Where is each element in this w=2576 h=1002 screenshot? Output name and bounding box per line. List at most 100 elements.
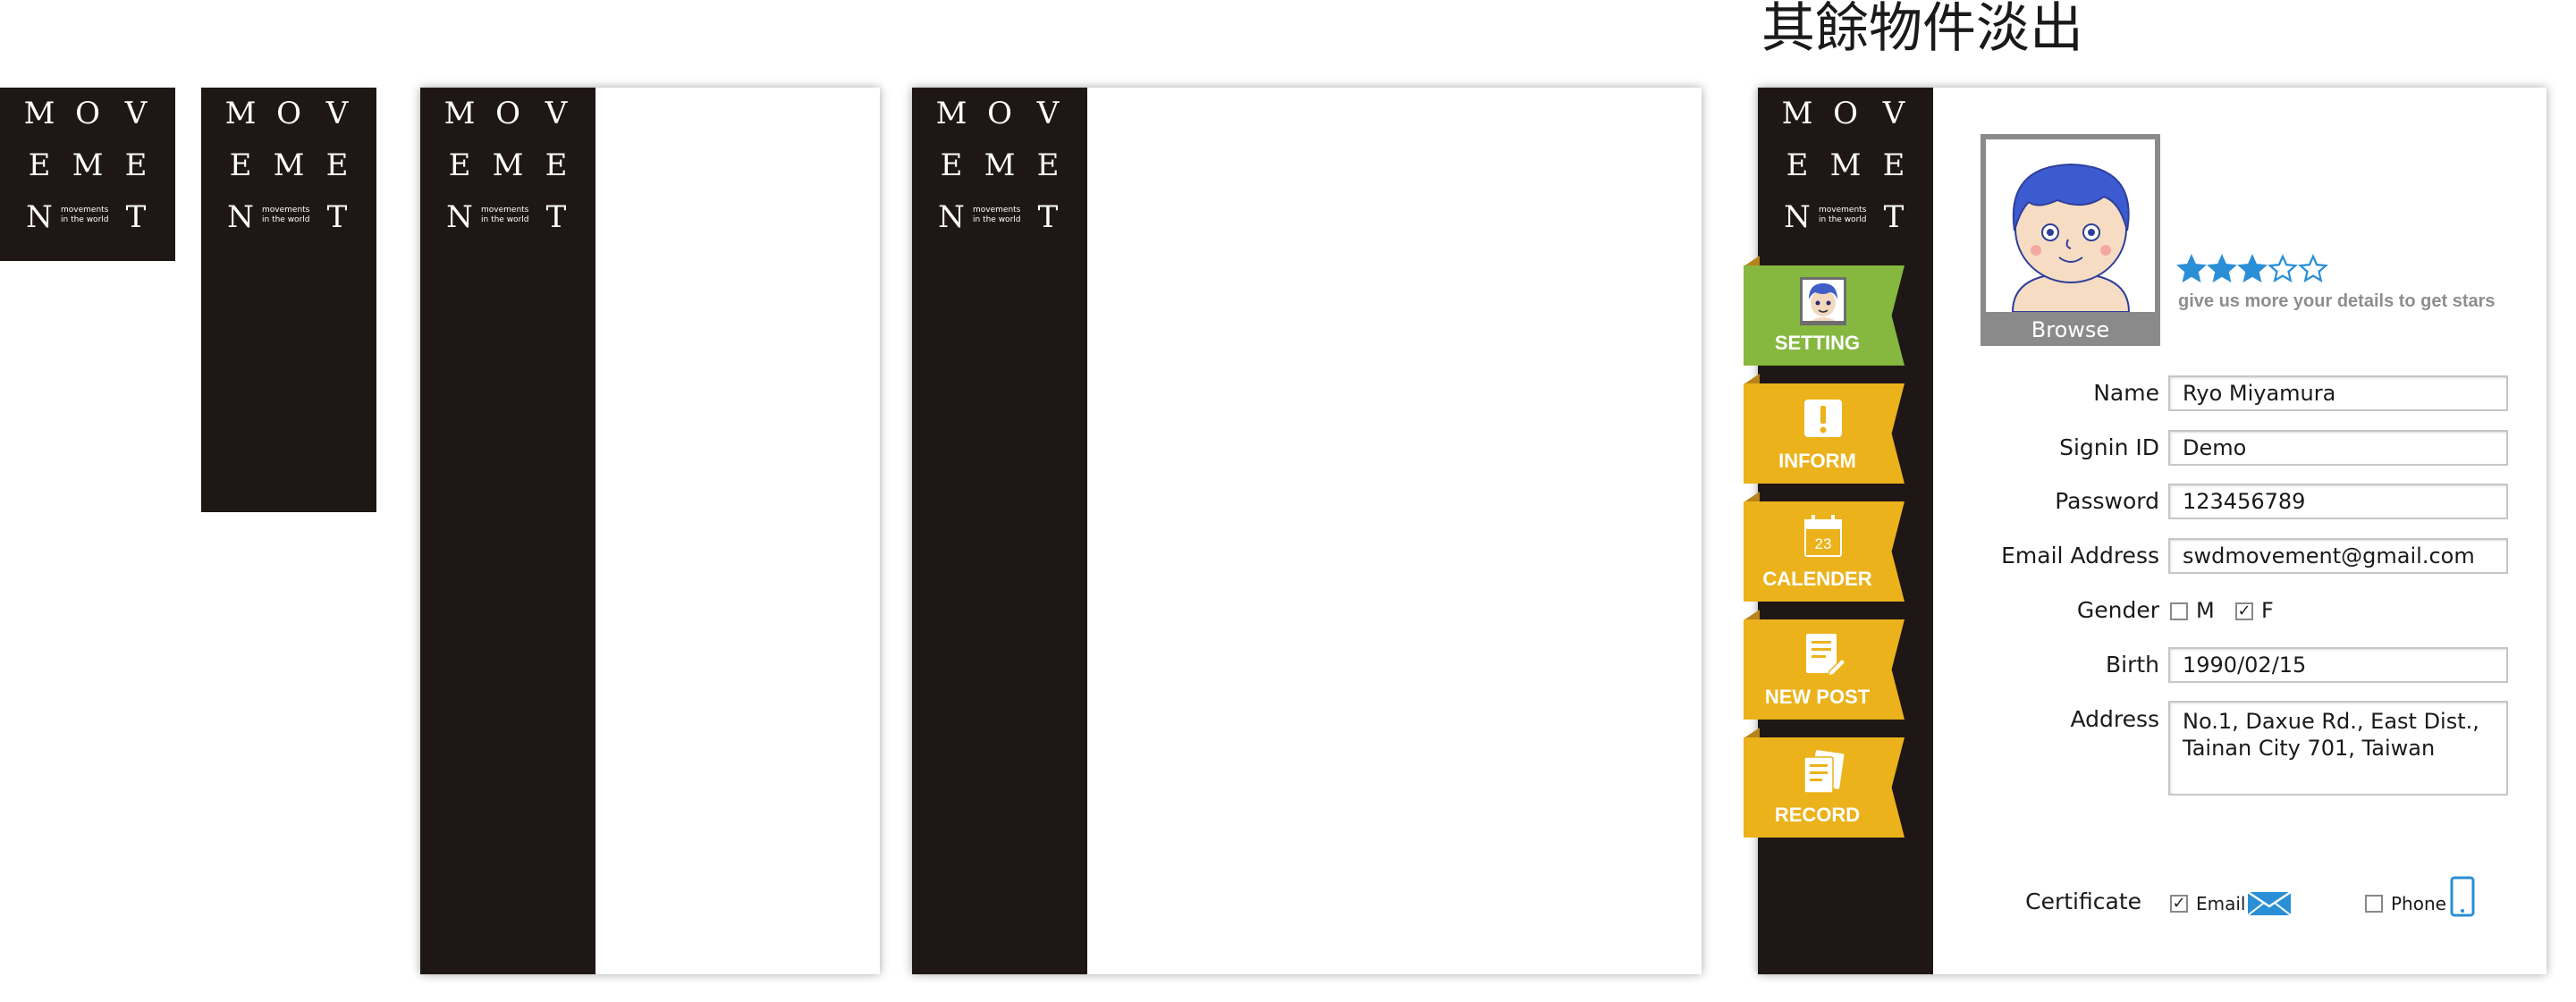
logo-letter: O [1833, 96, 1858, 131]
browse-button[interactable]: Browse [2031, 317, 2110, 342]
ribbon-fold [1744, 374, 1760, 384]
birth-field[interactable] [2168, 647, 2508, 683]
logo-tagline-line-1: movements [481, 206, 529, 215]
new-post-icon [1799, 630, 1847, 680]
logo-letter: T [545, 199, 567, 235]
logo-letter: M [492, 147, 524, 183]
star-filled-icon [2237, 254, 2268, 283]
logo-tagline-line-1: movements [61, 206, 109, 215]
logo-letter: M [1781, 96, 1813, 131]
exclamation-icon [1799, 394, 1847, 444]
envelope-icon [2247, 890, 2292, 916]
calendar-day-text: 23 [1815, 535, 1832, 552]
ribbon-fold [1744, 492, 1760, 502]
star-empty-icon [2268, 254, 2298, 283]
logo-letter: M [935, 96, 967, 131]
rating-stars [2176, 254, 2328, 286]
menu-record[interactable]: RECORD [1744, 737, 1905, 838]
gender-m-label: M [2196, 598, 2215, 623]
cert-phone-checkbox[interactable] [2365, 895, 2383, 913]
signin-id-field[interactable] [2168, 430, 2508, 466]
certificate-label: Certificate [2025, 888, 2141, 914]
logo-letter: N [26, 199, 53, 235]
logo-letter: M [984, 147, 1016, 183]
menu-inform-label: INFORM [1778, 450, 1856, 472]
rating-hint: give us more your details to get stars [2178, 291, 2496, 311]
menu-setting[interactable]: SETTING [1744, 265, 1905, 366]
ribbon-fold [1744, 610, 1760, 620]
gender-m-checkbox[interactable] [2170, 602, 2188, 620]
address-field[interactable]: No.1, Daxue Rd., East Dist., Tainan City… [2168, 701, 2508, 796]
cert-email-checkbox[interactable]: ✓ [2170, 895, 2188, 913]
logo-tagline: movements in the world [1819, 206, 1874, 225]
logo-letter: N [1784, 199, 1811, 235]
avatar-icon [1799, 276, 1847, 326]
logo-letter: T [1883, 199, 1905, 235]
email-field[interactable] [2168, 538, 2508, 574]
logo-tagline: movements in the world [61, 206, 116, 225]
star-empty-icon [2298, 254, 2328, 283]
logo-letter: E [545, 147, 568, 183]
logo-letter: N [227, 199, 254, 235]
ribbon-fold [1744, 728, 1760, 738]
gender-f-checkbox[interactable]: ✓ [2235, 602, 2253, 620]
calendar-icon: 23 [1799, 512, 1847, 562]
logo-tagline-line-1: movements [262, 206, 310, 215]
name-label: Name [2093, 380, 2159, 406]
logo-letter: V [325, 96, 349, 131]
logo-tagline-line-2: in the world [262, 215, 310, 224]
logo-letter: E [28, 147, 51, 183]
birth-label: Birth [2105, 652, 2159, 678]
star-filled-icon [2176, 254, 2207, 283]
logo-letter: V [1036, 96, 1060, 131]
logo-letter: O [75, 96, 100, 131]
logo-letter: M [23, 96, 55, 131]
menu-inform[interactable]: INFORM [1744, 383, 1905, 484]
gender-f-label: F [2261, 598, 2274, 623]
logo-letter: T [326, 199, 348, 235]
logo-letter: E [1786, 147, 1809, 183]
logo-letter: E [229, 147, 252, 183]
logo-letter: T [125, 199, 147, 235]
logo-tagline: movements in the world [973, 206, 1028, 225]
profile-photo[interactable]: Browse [1981, 134, 2160, 346]
logo-letter: N [446, 199, 473, 235]
logo-letter: E [940, 147, 963, 183]
address-label: Address [2070, 706, 2159, 732]
password-field[interactable] [2168, 484, 2508, 519]
logo-letter: M [224, 96, 257, 131]
record-icon [1799, 748, 1847, 798]
avatar-illustration [2011, 163, 2131, 312]
gender-label: Gender [2076, 597, 2159, 623]
logo-letter: V [124, 96, 148, 131]
logo-letter: E [124, 147, 148, 183]
menu-setting-label: SETTING [1774, 332, 1861, 354]
logo-letter: E [325, 147, 349, 183]
logo-tagline-line-2: in the world [1819, 215, 1867, 224]
logo-letter: V [1882, 96, 1905, 131]
email-label: Email Address [2001, 543, 2159, 568]
logo-tagline-line-1: movements [973, 206, 1021, 215]
menu-new-post[interactable]: NEW POST [1744, 619, 1905, 720]
logo-tagline-line-1: movements [1819, 206, 1867, 215]
menu-calender[interactable]: 23 CALENDER [1744, 501, 1905, 602]
menu-new-post-label: NEW POST [1764, 686, 1871, 708]
cert-phone-label: Phone [2391, 893, 2446, 914]
logo-tagline: movements in the world [481, 206, 536, 225]
logo-letter: E [1882, 147, 1905, 183]
logo-letter: M [273, 147, 305, 183]
page-heading: 其餘物件淡出 [1761, 0, 2083, 60]
logo-letter: T [1037, 199, 1059, 235]
phone-icon [2450, 876, 2475, 917]
name-field[interactable] [2168, 375, 2508, 411]
menu-record-label: RECORD [1774, 804, 1861, 826]
